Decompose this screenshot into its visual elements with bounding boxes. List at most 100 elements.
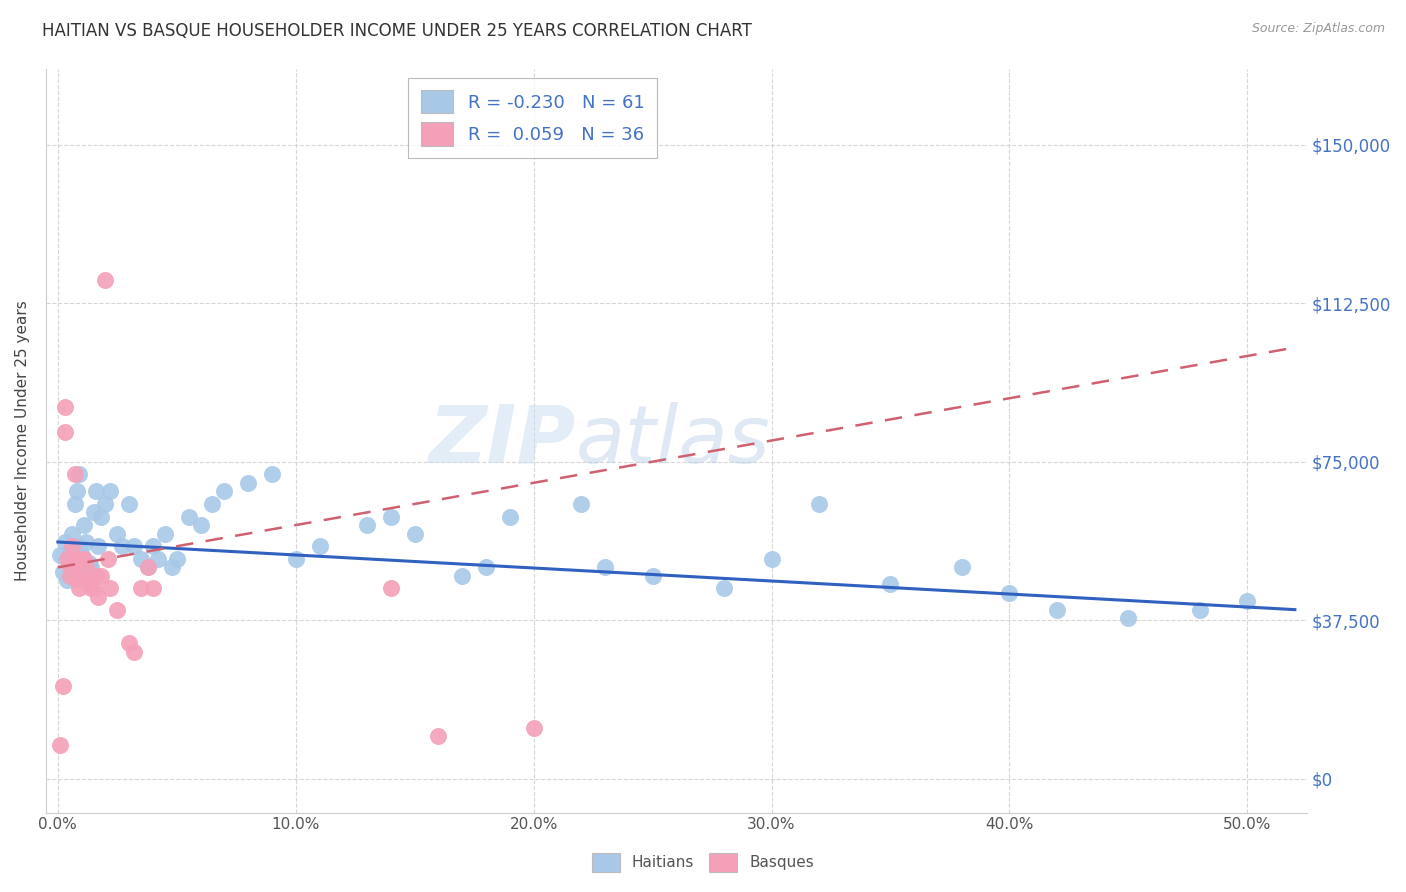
- Text: HAITIAN VS BASQUE HOUSEHOLDER INCOME UNDER 25 YEARS CORRELATION CHART: HAITIAN VS BASQUE HOUSEHOLDER INCOME UND…: [42, 22, 752, 40]
- Point: [569, 497, 592, 511]
- Point: [713, 582, 735, 596]
- Point: [998, 585, 1021, 599]
- Point: [1118, 611, 1140, 625]
- Point: [136, 560, 159, 574]
- Point: [122, 645, 145, 659]
- Point: [90, 569, 112, 583]
- Point: [129, 582, 152, 596]
- Point: [83, 505, 105, 519]
- Point: [83, 582, 105, 596]
- Point: [153, 526, 176, 541]
- Point: [84, 569, 107, 583]
- Point: [808, 497, 831, 511]
- Point: [87, 539, 110, 553]
- Point: [53, 425, 76, 439]
- Point: [90, 509, 112, 524]
- Point: [52, 679, 75, 693]
- Point: [1046, 602, 1069, 616]
- Point: [49, 548, 72, 562]
- Point: [380, 582, 402, 596]
- Point: [87, 590, 110, 604]
- Point: [67, 539, 90, 553]
- Point: [177, 509, 200, 524]
- Point: [56, 573, 79, 587]
- Point: [56, 552, 79, 566]
- Point: [97, 552, 120, 566]
- Point: [75, 560, 97, 574]
- Point: [53, 400, 76, 414]
- Text: atlas: atlas: [575, 401, 770, 480]
- Point: [77, 556, 100, 570]
- Point: [80, 582, 103, 596]
- Point: [260, 467, 283, 482]
- Point: [70, 552, 93, 566]
- Point: [879, 577, 901, 591]
- Point: [73, 552, 96, 566]
- Point: [94, 273, 117, 287]
- Point: [166, 552, 188, 566]
- Point: [1236, 594, 1258, 608]
- Y-axis label: Householder Income Under 25 years: Householder Income Under 25 years: [15, 300, 30, 581]
- Point: [98, 582, 121, 596]
- Point: [593, 560, 616, 574]
- Point: [111, 539, 134, 553]
- Text: Source: ZipAtlas.com: Source: ZipAtlas.com: [1251, 22, 1385, 36]
- Point: [1188, 602, 1211, 616]
- Text: ZIP: ZIP: [429, 401, 575, 480]
- Point: [60, 560, 83, 574]
- Point: [67, 467, 90, 482]
- Point: [475, 560, 498, 574]
- Legend: R = -0.230   N = 61, R =  0.059   N = 36: R = -0.230 N = 61, R = 0.059 N = 36: [408, 78, 657, 158]
- Point: [641, 569, 664, 583]
- Point: [129, 552, 152, 566]
- Point: [136, 560, 159, 574]
- Point: [238, 475, 260, 490]
- Point: [59, 543, 82, 558]
- Point: [63, 497, 86, 511]
- Point: [49, 738, 72, 752]
- Point: [122, 539, 145, 553]
- Point: [67, 569, 90, 583]
- Point: [284, 552, 307, 566]
- Point: [105, 602, 128, 616]
- Point: [451, 569, 474, 583]
- Point: [60, 526, 83, 541]
- Point: [66, 560, 89, 574]
- Point: [52, 565, 75, 579]
- Point: [142, 539, 165, 553]
- Point: [160, 560, 183, 574]
- Point: [499, 509, 522, 524]
- Point: [60, 539, 83, 553]
- Point: [142, 582, 165, 596]
- Point: [214, 484, 236, 499]
- Point: [118, 636, 141, 650]
- Point: [308, 539, 330, 553]
- Point: [59, 560, 82, 574]
- Point: [105, 526, 128, 541]
- Point: [56, 552, 79, 566]
- Point: [356, 518, 378, 533]
- Point: [80, 560, 103, 574]
- Point: [404, 526, 426, 541]
- Point: [190, 518, 212, 533]
- Point: [84, 484, 107, 499]
- Point: [94, 497, 117, 511]
- Legend: Haitians, Basques: Haitians, Basques: [585, 845, 821, 880]
- Point: [380, 509, 402, 524]
- Point: [98, 484, 121, 499]
- Point: [761, 552, 783, 566]
- Point: [70, 548, 93, 562]
- Point: [67, 582, 90, 596]
- Point: [53, 535, 76, 549]
- Point: [63, 467, 86, 482]
- Point: [59, 569, 82, 583]
- Point: [73, 518, 96, 533]
- Point: [70, 569, 93, 583]
- Point: [118, 497, 141, 511]
- Point: [66, 484, 89, 499]
- Point: [75, 535, 97, 549]
- Point: [66, 573, 89, 587]
- Point: [77, 573, 100, 587]
- Point: [146, 552, 169, 566]
- Point: [201, 497, 224, 511]
